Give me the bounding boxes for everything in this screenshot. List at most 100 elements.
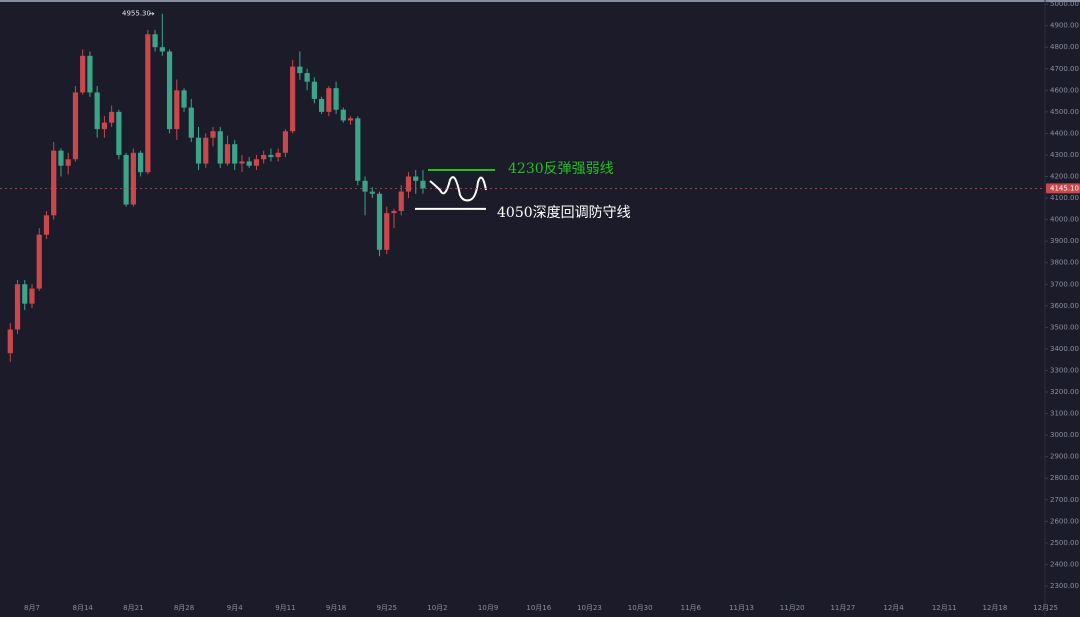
candle-body <box>398 191 404 211</box>
candle-body <box>391 210 397 214</box>
last-price-tag <box>1046 183 1080 194</box>
y-tick-label: 4100.00 <box>1050 194 1079 202</box>
candle-body <box>109 111 115 123</box>
x-tick-label: 11月20 <box>780 604 805 612</box>
candle-body <box>268 154 274 158</box>
candle-body <box>123 154 129 205</box>
x-tick-label: 8月21 <box>123 604 143 612</box>
x-tick-label: 10月23 <box>577 604 602 612</box>
candle-body <box>311 81 317 99</box>
y-tick-label: 3100.00 <box>1050 410 1079 418</box>
candle-body <box>210 131 216 138</box>
candle-body <box>369 191 375 194</box>
x-tick-label: 8月14 <box>72 604 93 612</box>
candle-body <box>7 329 13 354</box>
candle-body <box>195 137 202 164</box>
annotation-text: 4230反弹强弱线 <box>508 161 614 177</box>
x-tick-label: 8月7 <box>24 604 40 612</box>
y-tick-label: 3700.00 <box>1050 280 1079 288</box>
candle-body <box>362 180 368 192</box>
candle-body <box>304 73 310 82</box>
candle-body <box>413 176 419 181</box>
candle-body <box>181 90 187 108</box>
candle-body <box>246 161 252 166</box>
candle-body <box>58 150 64 166</box>
candle-body <box>174 90 180 130</box>
candle-body <box>384 213 390 250</box>
candle-body <box>420 180 426 189</box>
y-tick-label: 3400.00 <box>1050 345 1079 353</box>
candle-body <box>217 131 223 164</box>
x-tick-label: 12月25 <box>1033 604 1058 612</box>
y-tick-label: 2700.00 <box>1050 496 1079 504</box>
candle-body <box>347 118 354 121</box>
x-tick-label: 11月13 <box>729 604 754 612</box>
x-tick-label: 9月25 <box>377 604 397 612</box>
x-tick-label: 12月11 <box>932 604 957 612</box>
x-tick-label: 12月4 <box>883 604 904 612</box>
candle-body <box>94 92 100 130</box>
y-tick-label: 4300.00 <box>1050 151 1079 159</box>
candle-body <box>290 66 296 132</box>
y-tick-label: 4000.00 <box>1050 216 1079 224</box>
candle-body <box>166 51 173 130</box>
x-tick-label: 10月30 <box>628 604 653 612</box>
candle-body <box>14 284 21 330</box>
candle-body <box>326 88 332 112</box>
candle-body <box>159 47 165 52</box>
x-tick-label: 9月18 <box>326 604 346 612</box>
y-tick-label: 4400.00 <box>1050 129 1079 137</box>
candle-body <box>29 288 35 304</box>
y-tick-label: 4800.00 <box>1050 43 1079 51</box>
y-tick-label: 4900.00 <box>1050 22 1079 30</box>
candle-body <box>36 234 42 289</box>
annotation-text: 4050深度回调防守线 <box>497 205 631 221</box>
x-tick-label: 8月28 <box>174 604 194 612</box>
candle-body <box>130 152 136 205</box>
candle-body <box>43 215 50 235</box>
y-tick-label: 5000.00 <box>1050 0 1079 8</box>
candle-body <box>261 154 267 160</box>
y-tick-label: 3300.00 <box>1050 366 1079 374</box>
y-tick-label: 3900.00 <box>1050 237 1079 245</box>
candle-body <box>405 176 412 192</box>
y-tick-label: 4200.00 <box>1050 173 1079 181</box>
x-tick-label: 10月9 <box>478 604 498 612</box>
y-tick-label: 2500.00 <box>1050 539 1079 547</box>
pattern-sketch <box>429 176 487 202</box>
candle-body <box>224 144 231 164</box>
y-tick-label: 2400.00 <box>1050 560 1079 568</box>
x-tick-label: 9月4 <box>227 604 243 612</box>
y-tick-label: 3600.00 <box>1050 302 1079 310</box>
candle-body <box>319 98 325 112</box>
candle-body <box>275 152 281 158</box>
y-tick-label: 2300.00 <box>1050 582 1079 590</box>
y-tick-label: 3800.00 <box>1050 259 1079 267</box>
y-tick-label: 3200.00 <box>1050 388 1079 396</box>
x-tick-label: 9月11 <box>275 604 295 612</box>
candle-body <box>203 137 209 164</box>
candle-body <box>22 284 28 304</box>
x-tick-label: 10月2 <box>427 604 447 612</box>
x-tick-label: 11月6 <box>681 604 702 612</box>
candle-body <box>65 159 71 166</box>
last-price-label: 4145.10 <box>1050 184 1079 192</box>
candle-body <box>116 111 122 155</box>
x-tick-label: 11月27 <box>830 604 855 612</box>
candle-body <box>87 55 93 93</box>
x-tick-label: 12月18 <box>983 604 1008 612</box>
candle-body <box>376 193 383 250</box>
candle-body <box>138 152 144 173</box>
candle-body <box>72 92 79 160</box>
y-tick-label: 2800.00 <box>1050 474 1079 482</box>
candle-body <box>152 34 158 48</box>
y-tick-label: 4600.00 <box>1050 86 1079 94</box>
candle-body <box>232 144 238 164</box>
y-tick-label: 4700.00 <box>1050 65 1079 73</box>
candle-body <box>101 122 107 130</box>
candle-body <box>188 107 194 138</box>
y-tick-label: 4500.00 <box>1050 108 1079 116</box>
candle-body <box>355 118 361 181</box>
